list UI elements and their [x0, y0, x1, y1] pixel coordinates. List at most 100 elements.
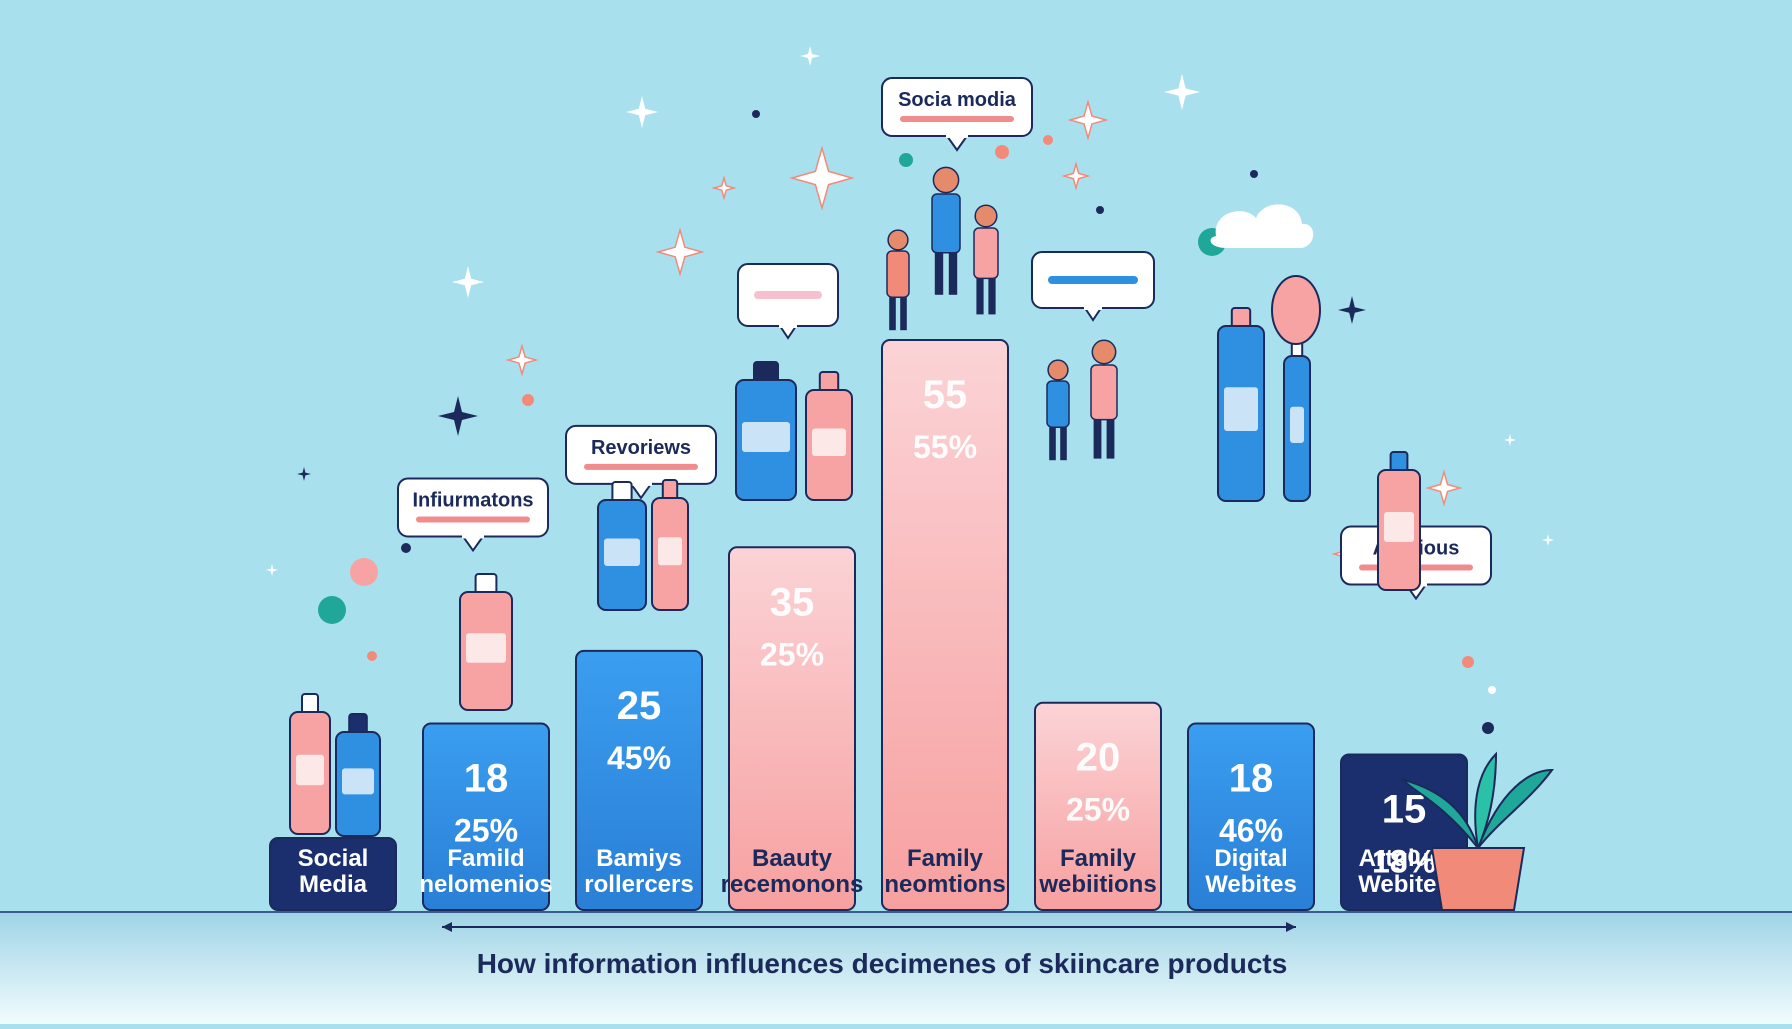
category-label-4: Baauty [752, 845, 833, 872]
bar-value-5: 55 [923, 373, 968, 417]
sparkle-icon [505, 343, 539, 377]
axis-arrow [442, 922, 1296, 932]
bottle-icon [289, 693, 331, 835]
bar-percent-7: 46% [1219, 812, 1283, 848]
bottle-icon [335, 713, 381, 837]
sparkle-icon [789, 145, 855, 211]
star-icon [1338, 296, 1366, 324]
callout-1: Infiurmatons [397, 477, 549, 553]
callout-text-2: Revoriews [591, 437, 691, 459]
bar-3 [575, 649, 703, 912]
family-bubble [1031, 251, 1155, 322]
dot-icon [318, 596, 346, 624]
callout-text-1: Infiurmatons [412, 489, 533, 511]
product-illustrations [289, 166, 1554, 911]
bottle-icon [1217, 307, 1265, 502]
category-label-1-line2: Media [299, 871, 368, 898]
dot-icon [1250, 170, 1258, 178]
bar-percent-2: 25% [454, 812, 518, 848]
sparkle-icon [1067, 99, 1109, 141]
star-icon [1504, 434, 1516, 446]
star-icon [800, 46, 820, 66]
category-label-4-line2: recemonons [721, 871, 864, 898]
bar-value-6: 20 [1076, 736, 1121, 780]
bar-value-7: 18 [1229, 756, 1274, 800]
bottle-icon [735, 361, 797, 501]
dot-icon [752, 110, 760, 118]
category-label-7-line2: Webites [1205, 871, 1297, 898]
star-icon [1164, 74, 1200, 110]
star-icon [438, 396, 478, 436]
category-label-8-line2: Webites [1358, 871, 1450, 898]
category-label-6-line2: webiitions [1038, 871, 1156, 898]
sparkle-icon [655, 227, 705, 277]
category-label-5-line2: neomtions [884, 871, 1005, 898]
bar-percent-3: 45% [607, 740, 671, 776]
product-bubble [737, 263, 839, 340]
person-icon [886, 229, 910, 331]
category-label-1: Social [298, 845, 369, 872]
sparkle-icon [1425, 469, 1463, 507]
person-icon [1046, 359, 1070, 461]
dot-icon [1488, 686, 1496, 694]
bar-7 [1187, 722, 1315, 911]
chart-caption: How information influences decimenes of … [477, 948, 1288, 979]
bottle-icon [459, 573, 513, 711]
sparkle-icon [1061, 161, 1091, 191]
dot-icon [401, 543, 411, 553]
person-icon [1090, 339, 1118, 459]
callout-text-3: Socia modia [898, 89, 1017, 111]
person-icon [931, 166, 961, 295]
callout-3: Socia modia [881, 77, 1033, 152]
plant-icon [1401, 751, 1554, 911]
category-label-3-line2: rollercers [584, 871, 693, 898]
category-label-6: Family [1060, 845, 1137, 872]
bar-5 [881, 339, 1009, 911]
bar-6 [1034, 701, 1162, 912]
person-icon [973, 204, 999, 315]
category-label-7: Digital [1214, 845, 1287, 872]
dot-icon [899, 153, 913, 167]
dot-icon [1482, 722, 1494, 734]
star-icon [452, 266, 484, 298]
bar-2 [422, 722, 550, 911]
bottle-icon [1283, 337, 1311, 502]
star-icon [626, 96, 658, 128]
star-icon [297, 467, 311, 481]
dot-icon [367, 651, 377, 661]
bar-value-8: 15 [1382, 788, 1427, 832]
star-icon [266, 564, 278, 576]
bar-percent-5: 55% [913, 429, 977, 465]
category-label-2: Famild [447, 845, 524, 872]
callout-2: Revoriews [565, 424, 717, 500]
category-label-2-line2: nelomenios [419, 871, 552, 898]
star-icon [1542, 534, 1554, 546]
dot-icon [350, 558, 378, 586]
bar-1 [269, 837, 397, 911]
cloud-icon [1210, 204, 1314, 248]
dot-icon [1462, 656, 1474, 668]
dot-icon [995, 145, 1009, 159]
bottle-icon [805, 371, 853, 501]
floor [0, 912, 1792, 1024]
bottle-icon [597, 481, 647, 611]
dot-icon [1096, 206, 1104, 214]
bar-value-4: 35 [770, 580, 815, 624]
dot-icon [522, 394, 534, 406]
sparkle-icon [711, 175, 737, 201]
bottle-icon [1377, 451, 1421, 591]
category-label-3: Bamiys [596, 845, 681, 872]
bottle-icon [651, 479, 689, 611]
dot-icon [1043, 135, 1053, 145]
bar-4 [728, 546, 856, 911]
bar-percent-4: 25% [760, 636, 824, 672]
category-label-5: Family [907, 845, 984, 872]
bar-percent-6: 25% [1066, 792, 1130, 828]
bar-value-2: 18 [464, 756, 509, 800]
bar-value-3: 25 [617, 684, 662, 728]
bars-group: SocialMedia1825%Famildnelomenios2545%Bam… [269, 339, 1468, 912]
bar-percent-8: 18% [1372, 844, 1436, 880]
brush-icon [1271, 275, 1321, 345]
